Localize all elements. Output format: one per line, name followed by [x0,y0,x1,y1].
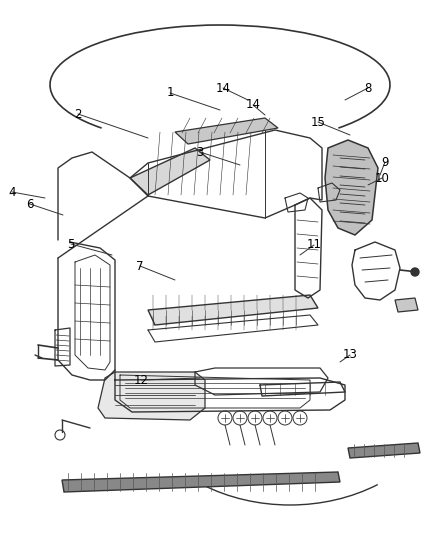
Polygon shape [395,298,418,312]
Text: 14: 14 [246,99,261,111]
Polygon shape [148,295,318,325]
Text: 5: 5 [67,238,75,251]
Text: 3: 3 [196,146,204,158]
Text: 15: 15 [311,116,325,128]
Text: 11: 11 [307,238,321,252]
Text: 2: 2 [74,108,82,120]
Polygon shape [325,140,378,235]
Text: 9: 9 [381,156,389,168]
Circle shape [411,268,419,276]
Text: 13: 13 [343,349,357,361]
Polygon shape [175,118,278,144]
Text: 8: 8 [364,82,372,94]
Polygon shape [130,148,210,195]
Polygon shape [348,443,420,458]
Text: 14: 14 [215,82,230,94]
Polygon shape [98,372,205,420]
Polygon shape [62,472,340,492]
Text: 6: 6 [26,198,34,211]
Text: 1: 1 [166,86,174,100]
Text: 12: 12 [134,374,148,386]
Text: 10: 10 [374,172,389,184]
Text: 7: 7 [136,260,144,272]
Text: 4: 4 [8,185,16,198]
